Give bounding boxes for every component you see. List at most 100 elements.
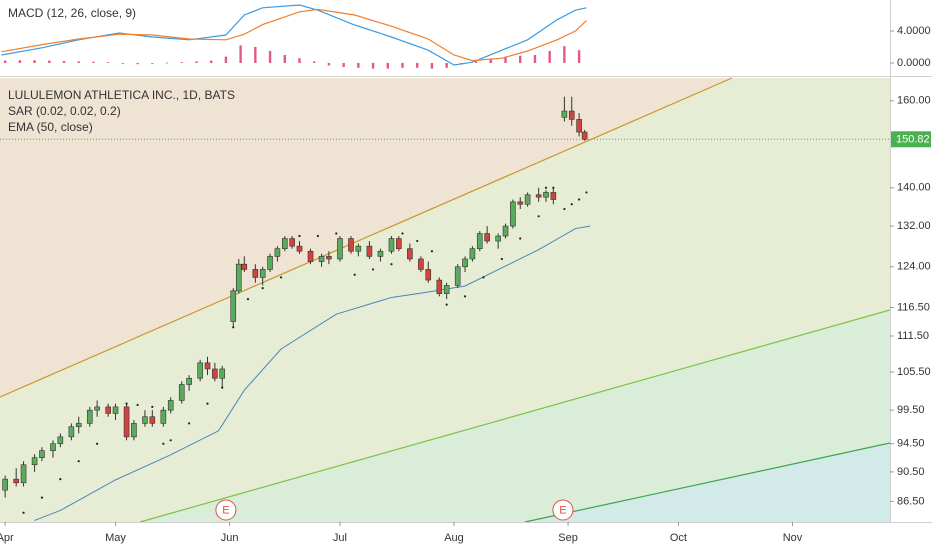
histogram-bar xyxy=(357,63,360,68)
histogram-bar xyxy=(106,62,110,63)
histogram-bar xyxy=(283,55,286,63)
candle-body xyxy=(418,258,424,270)
sar-dot xyxy=(570,203,573,206)
sar-dot xyxy=(279,276,283,279)
x-tick-label: Jul xyxy=(333,532,347,544)
y-tick-label: 111.50 xyxy=(897,330,929,342)
histogram-bar xyxy=(239,45,242,63)
macd-legend: MACD (12, 26, close, 9) xyxy=(8,6,136,20)
candle-body xyxy=(462,258,468,268)
sar-dot xyxy=(206,402,209,405)
candle-body xyxy=(259,269,266,278)
symbol-legend: LULULEMON ATHLETICA INC., 1D, BATS xyxy=(8,88,235,102)
histogram-bar xyxy=(165,62,169,64)
candle-body xyxy=(123,406,130,438)
candle-body xyxy=(281,238,288,249)
histogram-bar xyxy=(77,61,80,63)
candle-body xyxy=(241,263,248,270)
histogram-bar xyxy=(224,56,228,63)
sar-dot xyxy=(169,439,172,442)
histogram-bar xyxy=(533,55,537,63)
histogram-bar xyxy=(209,60,213,63)
histogram-bar xyxy=(386,63,389,69)
x-tick-label: Oct xyxy=(670,532,687,544)
candle-body xyxy=(252,269,259,278)
last-price-label: 150.82 xyxy=(896,134,930,146)
histogram-bar xyxy=(3,60,7,63)
earnings-marker xyxy=(552,499,574,521)
ema-legend: EMA (50, close) xyxy=(8,120,93,134)
sar-dot xyxy=(59,478,62,481)
histogram-bar xyxy=(92,61,95,63)
ema-line xyxy=(34,225,591,521)
earnings-marker xyxy=(215,499,237,521)
candle-body xyxy=(31,457,38,466)
sar-dot xyxy=(136,403,139,407)
y-tick-label: 160.00 xyxy=(897,95,931,107)
sar-dot xyxy=(298,234,301,238)
sar-dot xyxy=(162,442,165,445)
trend-line xyxy=(139,309,891,523)
candle-body xyxy=(142,416,148,424)
candle-body xyxy=(436,279,443,294)
candle-body xyxy=(484,233,490,242)
y-tick-label: 4.0000 xyxy=(897,25,931,37)
x-tick-label: Sep xyxy=(558,532,578,544)
sar-dot xyxy=(246,298,250,301)
sar-dot xyxy=(221,386,224,389)
x-tick-label: Jun xyxy=(221,532,239,544)
sar-dot xyxy=(371,268,375,271)
candle-body xyxy=(561,110,568,118)
histogram-bar xyxy=(474,61,478,63)
candle-body xyxy=(235,263,242,292)
sar-dot xyxy=(401,232,404,235)
histogram-bar xyxy=(430,63,434,69)
sar-dot xyxy=(261,287,264,290)
x-tick-label: Nov xyxy=(783,532,803,544)
candle-body xyxy=(86,409,93,424)
histogram-bar xyxy=(136,63,139,65)
candle-body xyxy=(68,426,75,438)
histogram-bar xyxy=(489,59,493,63)
sar-dot xyxy=(77,460,80,463)
candle-body xyxy=(178,384,185,401)
y-tick-label: 90.50 xyxy=(897,466,925,478)
candle-body xyxy=(581,131,588,140)
histogram-bar xyxy=(313,61,316,63)
candle-body xyxy=(495,235,501,242)
candle-body xyxy=(337,238,343,260)
sar-dot xyxy=(416,239,419,243)
sar-dot xyxy=(22,511,25,514)
candle-body xyxy=(396,238,402,249)
x-tick-label: May xyxy=(105,532,126,544)
candle-body xyxy=(112,406,119,414)
candle-body xyxy=(186,377,192,385)
sar-dot xyxy=(482,276,485,279)
candle-body xyxy=(366,245,373,257)
candle-body xyxy=(550,192,557,200)
histogram-bar xyxy=(195,61,198,63)
candle-body xyxy=(20,464,27,484)
sar-dot xyxy=(463,295,467,298)
y-tick-label: 116.50 xyxy=(897,301,930,313)
y-tick-label: 86.50 xyxy=(897,495,925,507)
histogram-bar xyxy=(504,56,507,63)
candle-body xyxy=(517,201,524,205)
sar-dot xyxy=(40,496,44,499)
earnings-label: E xyxy=(222,504,229,516)
histogram-bar xyxy=(577,50,581,63)
sar-dot xyxy=(552,186,555,189)
candle-body xyxy=(476,233,483,249)
sar-dot xyxy=(353,273,356,276)
candle-body xyxy=(318,256,325,262)
sar-dot xyxy=(232,326,235,329)
candle-body xyxy=(407,248,413,260)
candle-body xyxy=(469,248,476,260)
candle-body xyxy=(377,250,384,257)
candle-body xyxy=(57,436,64,445)
candle-body xyxy=(2,478,8,491)
histogram-bar xyxy=(62,61,66,63)
candle-body xyxy=(576,119,582,133)
plot: 160.00 140.00 132.00 124.00 116.50 111.50 105.… xyxy=(0,4,931,544)
